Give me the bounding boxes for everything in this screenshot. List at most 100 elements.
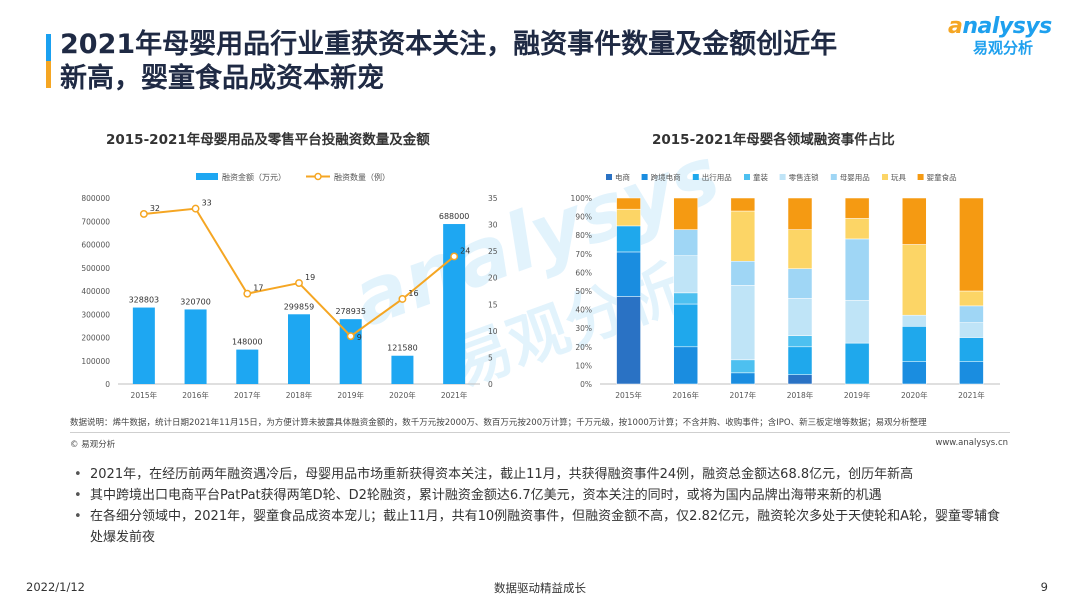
y-tick-label: 40% (575, 306, 592, 315)
legend-swatch-amount (196, 173, 218, 180)
y-tick-label: 0% (580, 380, 592, 389)
stacked-bar-segment (959, 305, 984, 323)
divider (70, 432, 1010, 433)
y2-tick-label: 35 (488, 194, 498, 203)
x-tick-label: 2015年 (131, 390, 158, 400)
line-value-label: 9 (357, 333, 362, 342)
y-tick-label: 600000 (81, 241, 110, 250)
bar-value-label: 278935 (335, 307, 366, 316)
legend-label-count: 融资数量（例） (334, 172, 390, 182)
stacked-bar-segment (959, 337, 984, 362)
stacked-bar-segment (787, 374, 813, 385)
x-tick-label: 2020年 (389, 390, 416, 400)
copyright: © 易观分析 (70, 440, 116, 450)
stacked-bar-segment (673, 255, 698, 294)
legend-swatch (692, 174, 699, 180)
y-tick-label: 70% (575, 250, 592, 259)
legend-label: 玩具 (891, 173, 906, 182)
bullet-item: 在各细分领域中，2021年，婴童食品成资本宠儿；截止11月，共有10例融资事件，… (68, 506, 1008, 548)
chart1-title: 2015-2021年母婴用品及零售平台投融资数量及金额 (106, 132, 430, 148)
x-tick-label: 2016年 (672, 390, 699, 400)
stacked-bar-segment (730, 197, 756, 212)
legend-label: 童装 (753, 172, 768, 182)
stacked-bar-segment (787, 335, 813, 348)
y-tick-label: 400000 (81, 287, 110, 296)
logo-wordmark: analysys (948, 14, 1058, 39)
y-tick-label: 50% (575, 287, 592, 296)
legend-swatch (917, 174, 924, 180)
stacked-bar-segment (959, 290, 984, 307)
y-tick-label: 10% (575, 361, 592, 370)
bar (443, 224, 466, 384)
y-tick-label: 0 (105, 380, 110, 389)
line-point (243, 289, 252, 298)
title-accent-bar (46, 34, 51, 88)
y2-tick-label: 10 (488, 327, 498, 336)
stacked-bar-segment (730, 372, 756, 385)
x-tick-label: 2021年 (441, 390, 468, 400)
bar-value-label: 148000 (232, 338, 263, 347)
y2-tick-label: 25 (488, 247, 498, 256)
x-tick-label: 2016年 (182, 390, 209, 400)
legend-swatch (882, 174, 888, 180)
y2-tick-label: 0 (488, 380, 493, 389)
stacked-bar-segment (902, 244, 927, 316)
data-note: 数据说明：烯牛数据，统计日期2021年11月15日，为方便计算未披露具体融资金额… (70, 418, 927, 428)
stacked-bar-segment (959, 197, 984, 292)
stacked-bar-segment (673, 229, 698, 256)
legend-label: 电商 (615, 172, 630, 182)
line-point (191, 204, 200, 213)
bar (339, 319, 362, 384)
y-tick-label: 100% (571, 194, 592, 203)
stacked-bar-segment (787, 197, 813, 230)
page-title: 2021年母婴用品行业重获资本关注，融资事件数量及金额创近年 新高，婴童食品成资… (60, 28, 990, 96)
bar (391, 355, 414, 384)
bar-value-label: 688000 (439, 212, 470, 221)
x-tick-label: 2018年 (286, 390, 313, 400)
bar (288, 314, 310, 384)
logo-cn: 易观分析 (972, 39, 1033, 57)
y2-tick-label: 5 (488, 353, 493, 362)
page-number: 9 (1040, 580, 1048, 594)
y-tick-label: 100000 (81, 357, 110, 366)
stacked-bar-segment (844, 300, 870, 344)
stacked-bar-segment (616, 225, 641, 253)
stacked-bar-segment (787, 298, 813, 336)
legend-label: 跨境电商 (651, 172, 681, 182)
line-value-label: 33 (202, 199, 212, 208)
legend-swatch (830, 174, 837, 180)
logo-wordmark-a: a (948, 14, 963, 39)
stacked-bar-segment (730, 260, 756, 286)
legend-label: 母婴用品 (840, 173, 870, 182)
logo-wordmark-rest: nalysys (962, 14, 1052, 39)
bar (132, 307, 155, 384)
bullet-item: 其中跨境出口电商平台PatPat获得两笔D轮、D2轮融资，累计融资金额达6.7亿… (68, 485, 1008, 506)
x-tick-label: 2020年 (901, 390, 928, 400)
bullet-list: 2021年，在经历前两年融资遇冷后，母婴用品市场重新获得资本关注，截止11月，共… (68, 464, 1008, 548)
y-tick-label: 300000 (81, 310, 110, 319)
y-tick-label: 30% (575, 324, 592, 333)
x-tick-label: 2019年 (337, 390, 364, 400)
website-link[interactable]: www.analysys.cn (935, 438, 1008, 448)
funding-amount-count-chart: 融资金额（万元） 融资数量（例） 0 100000 200000 300000 400000… (81, 172, 498, 400)
bar-value-label: 328803 (129, 296, 160, 305)
stacked-bar-segment (844, 342, 870, 385)
line-point (398, 295, 407, 303)
legend-label: 零售连锁 (789, 172, 819, 182)
stacked-bar-segment (673, 197, 698, 230)
bar (236, 349, 259, 384)
y2-tick-label: 30 (488, 221, 498, 230)
bar-value-label: 121580 (387, 344, 418, 353)
legend-label-amount: 融资金额（万元） (222, 172, 286, 182)
page-title-line-2: 新高，婴童食品成资本新宠 (60, 63, 384, 94)
legend-swatch (641, 174, 648, 180)
stacked-bar-segment (616, 208, 641, 227)
bar-value-label: 299859 (284, 302, 315, 311)
bar-value-label: 320700 (180, 297, 211, 306)
stacked-bar-segment (616, 296, 641, 385)
stacked-bar-segment (787, 346, 813, 375)
x-tick-label: 2019年 (844, 390, 871, 400)
stacked-bar-segment (844, 197, 870, 219)
y-tick-label: 20% (575, 343, 592, 352)
y2-tick-label: 20 (488, 274, 498, 283)
